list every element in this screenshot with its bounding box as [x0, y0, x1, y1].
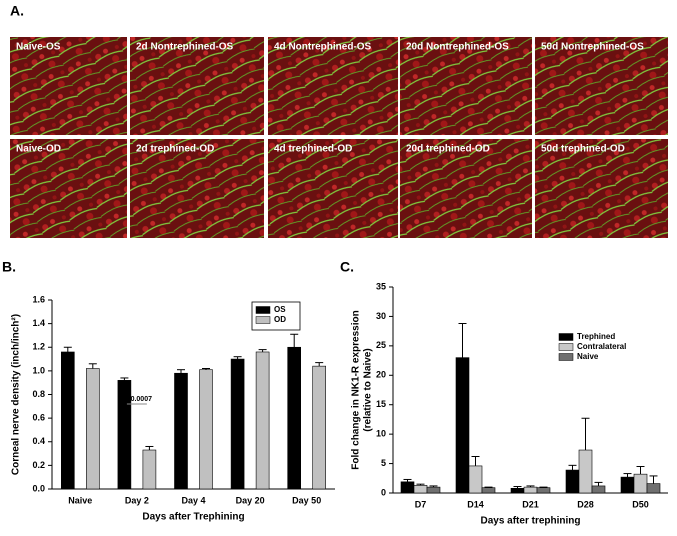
bar: [510, 487, 525, 494]
y-axis-label: (relative to Naive): [363, 348, 374, 431]
micrograph: [400, 139, 532, 238]
legend-label: OS: [274, 305, 286, 314]
y-tick-label: 20: [376, 370, 386, 380]
x-tick-label: D28: [577, 499, 594, 509]
y-tick-label: 35: [376, 281, 386, 291]
bar: [646, 483, 661, 494]
image-label: Naive-OD: [16, 144, 61, 155]
bar: [633, 473, 648, 494]
y-tick-label: 30: [376, 311, 386, 321]
y-axis-label: Fold change in NK1-R expression: [351, 310, 362, 469]
y-tick-label: 0.4: [32, 436, 45, 446]
x-tick-label: D21: [522, 499, 539, 509]
x-tick-label: Day 50: [292, 495, 321, 505]
panel-label: C.: [340, 259, 354, 275]
legend-swatch: [255, 316, 271, 324]
bar: [117, 380, 132, 490]
legend-swatch: [255, 306, 271, 314]
bar: [620, 476, 635, 494]
y-tick-label: 5: [381, 458, 386, 468]
image-label: 50d Nontrephined-OS: [541, 42, 644, 53]
annotation: P=0.0007: [122, 396, 152, 403]
bar: [287, 346, 302, 490]
image-label: 20d trephined-OD: [406, 144, 490, 155]
x-tick-label: D50: [632, 499, 649, 509]
x-axis-label: Days after trephining: [480, 516, 580, 527]
bar: [481, 487, 496, 494]
legend-swatch: [558, 343, 574, 351]
image-label: 50d trephined-OD: [541, 144, 625, 155]
y-tick-label: 0.2: [32, 460, 45, 470]
bar: [523, 486, 538, 494]
y-tick-label: 0.6: [32, 413, 45, 423]
micrograph: [535, 37, 668, 135]
bar: [142, 449, 157, 490]
x-tick-label: Naive: [68, 495, 92, 505]
x-tick-label: Day 20: [236, 495, 265, 505]
image-label: 2d Nontrephined-OS: [136, 42, 234, 53]
micrograph: [400, 37, 532, 135]
y-tick-label: 15: [376, 399, 386, 409]
bar: [413, 485, 428, 494]
image-label: 4d trephined-OD: [274, 144, 352, 155]
legend-label: Trephined: [577, 332, 615, 341]
panel-label: B.: [2, 259, 16, 275]
legend-label: Contralateral: [577, 342, 626, 351]
legend-swatch: [558, 353, 574, 361]
micrograph: [10, 37, 127, 135]
bar: [536, 487, 551, 494]
micrograph: [130, 139, 264, 238]
bar: [565, 469, 580, 494]
bar: [312, 365, 327, 490]
x-tick-label: D7: [415, 499, 427, 509]
bar: [86, 368, 100, 490]
y-tick-label: 0: [381, 487, 386, 497]
bar: [426, 486, 441, 494]
bar: [455, 357, 470, 494]
y-tick-label: 25: [376, 340, 386, 350]
y-axis-label: Corneal nerve density (inch/inch²): [11, 314, 22, 475]
micrograph: [130, 37, 264, 135]
y-tick-label: 0.8: [32, 389, 45, 399]
image-label: Naive-OS: [16, 42, 61, 53]
legend-label: Naive: [577, 352, 599, 361]
micrograph: [268, 139, 398, 238]
image-label: 20d Nontrephined-OS: [406, 42, 509, 53]
x-tick-label: Day 2: [125, 495, 149, 505]
bar: [591, 485, 606, 494]
bar: [199, 369, 213, 490]
legend-swatch: [558, 333, 574, 341]
bar: [174, 372, 188, 490]
panel-label: A.: [10, 3, 24, 19]
bar: [230, 358, 245, 490]
bar: [468, 465, 483, 494]
y-tick-label: 1.6: [32, 294, 45, 304]
micrograph: [535, 139, 668, 238]
y-tick-label: 1.0: [32, 365, 45, 375]
x-tick-label: Day 4: [181, 495, 205, 505]
bar: [400, 481, 415, 494]
legend-label: OD: [274, 315, 286, 324]
bar: [578, 449, 593, 494]
image-label: 4d Nontrephined-OS: [274, 42, 372, 53]
y-tick-label: 1.4: [32, 318, 45, 328]
y-tick-label: 0.0: [32, 483, 45, 493]
y-tick-label: 10: [376, 429, 386, 439]
x-axis-label: Days after Trephining: [142, 512, 244, 523]
x-tick-label: D14: [467, 499, 484, 509]
micrograph: [268, 37, 398, 135]
bar: [255, 351, 270, 490]
y-tick-label: 1.2: [32, 342, 45, 352]
bar: [60, 351, 75, 490]
micrograph: [10, 139, 127, 238]
image-label: 2d trephined-OD: [136, 144, 214, 155]
